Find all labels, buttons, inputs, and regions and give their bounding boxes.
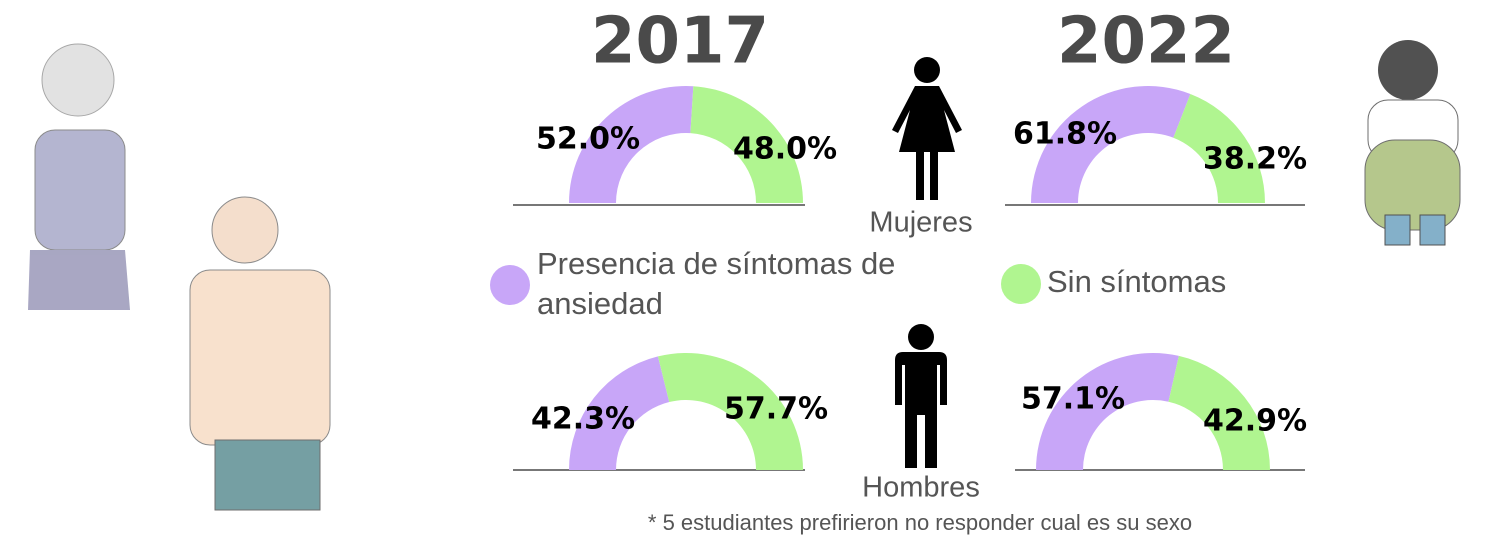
value-label: 42.3%: [531, 402, 635, 437]
value-label: 42.9%: [1203, 404, 1307, 439]
column-title: 2017: [591, 5, 769, 79]
value-label: 57.7%: [724, 392, 828, 427]
arc-segment: [690, 86, 803, 203]
woman-icon: [892, 57, 962, 200]
value-label: 52.0%: [536, 122, 640, 157]
arc-segment: [569, 85, 694, 203]
column-title: 2022: [1057, 5, 1235, 79]
illustration: [28, 40, 1461, 511]
footnote: * 5 estudiantes prefirieron no responder…: [648, 510, 1192, 535]
group-label: Hombres: [862, 472, 980, 504]
value-label: 61.8%: [1013, 117, 1117, 152]
group-label: Mujeres: [869, 207, 972, 239]
arc-segment: [1036, 353, 1179, 470]
arc-segment: [1168, 355, 1270, 470]
legend-swatch: [1001, 264, 1041, 304]
legend-swatch: [490, 265, 530, 305]
man-icon: [895, 324, 947, 468]
arc-segment: [657, 353, 803, 470]
arc-segment: [569, 356, 670, 470]
legend-label: Presencia de síntomas de ansiedad: [537, 246, 896, 321]
arc-segment: [1173, 93, 1265, 203]
legend-label: Sin síntomas: [1047, 264, 1227, 299]
arc-segment: [1031, 85, 1191, 203]
value-label: 57.1%: [1021, 382, 1125, 417]
value-label: 48.0%: [733, 132, 837, 167]
value-label: 38.2%: [1203, 142, 1307, 177]
